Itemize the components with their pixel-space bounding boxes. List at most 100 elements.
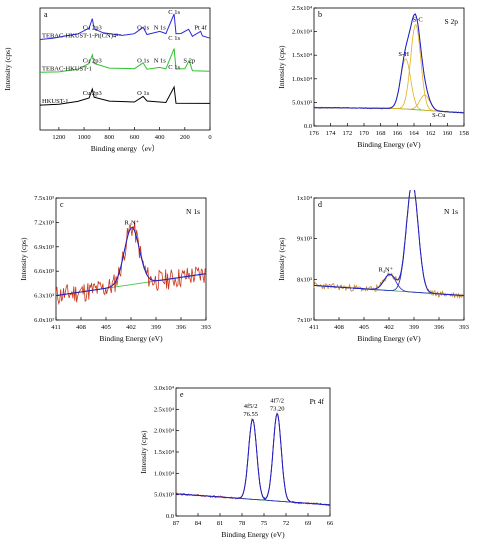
panel-b: 176 174 172 170 168 166 164 162 160 158 Binding En… [240, 0, 480, 180]
panel-d: 411 408 405 402 399 396 393 Binding Energy (eV)… [240, 174, 480, 360]
x-tick-label: 75 [261, 520, 268, 527]
peak-label: C 1s [168, 64, 180, 71]
y-tick-label: 1x10⁴ [297, 195, 313, 202]
component-peak-1 [175, 412, 331, 506]
x-axis-label: Binding Energy (eV) [357, 334, 421, 343]
x-tick-label: 1200 [52, 134, 65, 141]
x-tick-label: 87 [173, 520, 180, 527]
plot-frame [39, 7, 211, 131]
plot-frame [55, 197, 207, 321]
y-tick-label: 1.0x10⁴ [154, 470, 175, 477]
peak-label: S-H [398, 51, 409, 58]
y-tick-label: 1.5x10⁴ [154, 449, 175, 456]
panel-letter: a [44, 10, 48, 19]
peak-label: R₄N⁺ [378, 266, 393, 273]
x-tick-label: 402 [384, 324, 394, 331]
panel-letter: c [60, 200, 64, 209]
fit-envelope-line [175, 412, 331, 506]
peak-label: N 1s [154, 24, 167, 31]
panel-letter: b [318, 10, 322, 19]
y-tick-label: 6.0x10³ [34, 317, 54, 324]
x-tick-label: 81 [217, 520, 224, 527]
y-tick-label: 2.5x10⁴ [154, 406, 175, 413]
component-peak-0 [55, 227, 207, 296]
peak-label: O 1s [137, 24, 150, 31]
series-name: TEBAC-HKUST-1 [42, 65, 92, 72]
pt4f-chart: 87 84 81 78 75 72 69 66 Binding Energy (eV) Inten… [139, 385, 334, 539]
x-tick-label: 176 [309, 130, 320, 137]
x-tick-label: 402 [126, 324, 136, 331]
y-tick-label: 7.5x10³ [34, 195, 54, 202]
panel-title: S 2p [444, 17, 458, 26]
x-tick-label: 164 [409, 130, 420, 137]
x-tick-label: 158 [459, 130, 469, 137]
y-tick-label: 6.9x10³ [34, 244, 54, 251]
x-tick-label: 69 [305, 520, 312, 527]
x-tick-label: 168 [376, 130, 386, 137]
y-tick-label: 7x10³ [297, 317, 312, 324]
x-tick-label: 405 [101, 324, 111, 331]
peak-value-label: 73.20 [270, 406, 285, 413]
x-tick-label: 172 [342, 130, 352, 137]
panel-letter: e [180, 390, 184, 399]
peak-label: O 1s [137, 90, 150, 97]
peak-label: N 1s [154, 57, 167, 64]
peak-label: 4f7/2 [270, 398, 284, 405]
x-tick-label: 393 [201, 324, 211, 331]
y-tick-label: 9x10³ [297, 236, 312, 243]
y-tick-label: 6.3x10³ [34, 293, 54, 300]
y-axis-label: Intensity (cps) [277, 237, 286, 281]
peak-label: C 1s [168, 9, 180, 16]
fit-envelope-line [313, 181, 465, 297]
y-tick-label: 1.0x10⁴ [292, 76, 313, 83]
x-tick-label: 78 [239, 520, 246, 527]
y-tick-label: 6.6x10³ [34, 268, 54, 275]
peak-label: Pt 4f [194, 24, 207, 31]
x-axis-label: Binding Energy (eV) [357, 140, 421, 149]
peak-label: Cu 2p3 [83, 24, 102, 31]
x-tick-label: 174 [326, 130, 337, 137]
x-tick-label: 411 [309, 324, 319, 331]
x-axis-label: Binding energy（ev） [91, 144, 159, 153]
peak-label: R₄N⁺ [124, 220, 139, 227]
y-tick-label: 2.0x10⁴ [154, 428, 175, 435]
peak-value-label: 76.55 [243, 411, 258, 418]
plot-frame [313, 7, 465, 127]
peak-label: C 1s [168, 35, 180, 42]
n1s-chart-d: 411 408 405 402 399 396 393 Binding Energy (eV)… [277, 174, 469, 343]
x-tick-label: 66 [327, 520, 334, 527]
x-tick-label: 411 [51, 324, 61, 331]
x-tick-label: 1000 [78, 134, 91, 141]
peak-label: S-C [413, 16, 423, 23]
x-tick-label: 399 [409, 324, 419, 331]
x-tick-label: 400 [155, 134, 165, 141]
raw-data-line [175, 412, 331, 507]
y-tick-label: 0.0 [166, 513, 174, 520]
n1s-chart-c: 411 408 405 402 399 396 393 Binding Energy (eV)… [19, 195, 211, 343]
x-tick-label: 393 [459, 324, 469, 331]
component-peak-1 [313, 24, 465, 114]
component-peak-0 [313, 273, 465, 296]
y-tick-label: 5.0x10³ [154, 492, 174, 499]
x-tick-label: 408 [76, 324, 86, 331]
x-tick-label: 84 [195, 520, 202, 527]
plot-frame [313, 197, 465, 321]
x-tick-label: 800 [104, 134, 114, 141]
survey-chart: 1200 1000 800 600 400 200 0 Binding energy（ev） I… [3, 7, 212, 153]
y-tick-label: 2.0x10⁴ [292, 29, 313, 36]
fit-envelope-line [313, 13, 465, 114]
x-tick-label: 166 [392, 130, 403, 137]
x-tick-label: 162 [426, 130, 436, 137]
y-axis-label: Intensity (cps) [3, 47, 12, 91]
y-tick-label: 7.2x10³ [34, 219, 54, 226]
panel-title: Pt 4f [310, 397, 325, 406]
component-peak-2 [313, 94, 465, 114]
y-tick-label: 8x10³ [297, 276, 312, 283]
x-tick-label: 160 [442, 130, 452, 137]
series-name: HKUST-1 [42, 98, 69, 105]
component-peak-0 [313, 58, 465, 114]
series-line-1 [39, 48, 211, 73]
peak-label: S-Cu [432, 112, 446, 119]
x-tick-label: 72 [283, 520, 290, 527]
component-peak-0 [175, 418, 331, 506]
